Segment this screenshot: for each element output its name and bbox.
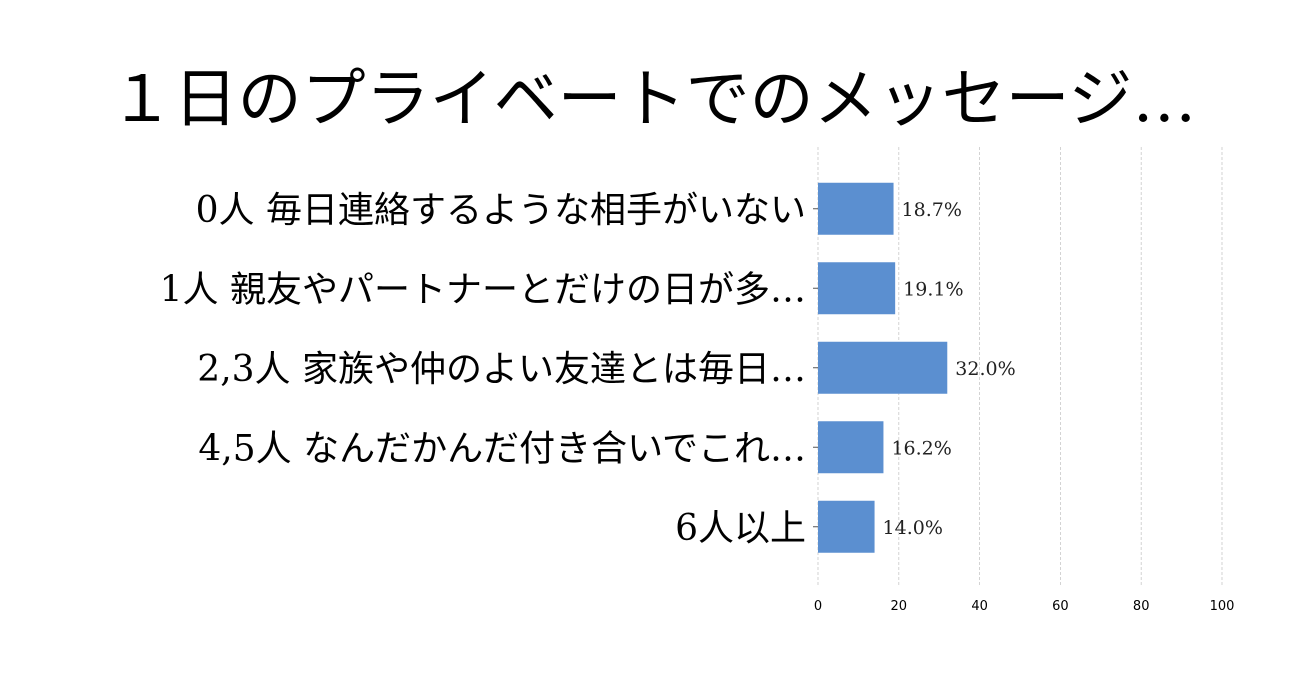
category-label: 6人以上 — [675, 508, 806, 549]
category-label: 2,3人 家族や仲のよい友達とは毎日… — [197, 349, 806, 390]
bar-value-label: 32.0% — [955, 358, 1015, 380]
bar — [818, 500, 875, 553]
x-axis: 0 20 40 60 80 100 — [813, 208, 1235, 614]
x-tick-label: 60 — [1052, 599, 1069, 614]
x-tick-label: 40 — [971, 599, 988, 614]
x-tick-label: 20 — [891, 599, 908, 614]
category-label: 4,5人 なんだかんだ付き合いでこれ… — [198, 428, 806, 469]
bars-layer — [818, 182, 948, 553]
bar — [818, 182, 894, 235]
x-tick-label: 100 — [1210, 599, 1235, 614]
bar — [818, 421, 884, 474]
bar — [818, 262, 896, 315]
category-label: 0人 毎日連絡するような相手がいない — [196, 190, 806, 231]
x-tick-label: 0 — [814, 599, 822, 614]
bar — [818, 341, 948, 394]
bar-value-label: 14.0% — [883, 517, 943, 539]
x-tick-label: 80 — [1133, 599, 1150, 614]
bar-value-label: 18.7% — [902, 199, 962, 221]
labels-layer: 18.7% 0人 毎日連絡するような相手がいない 19.1% 1人 親友やパートナーと… — [160, 190, 1016, 549]
category-label: 1人 親友やパートナーとだけの日が多… — [160, 269, 806, 310]
chart-title: １日のプライベートでのメッセージ… — [109, 63, 1197, 137]
bar-value-label: 19.1% — [903, 278, 963, 300]
bar-value-label: 16.2% — [891, 437, 951, 459]
